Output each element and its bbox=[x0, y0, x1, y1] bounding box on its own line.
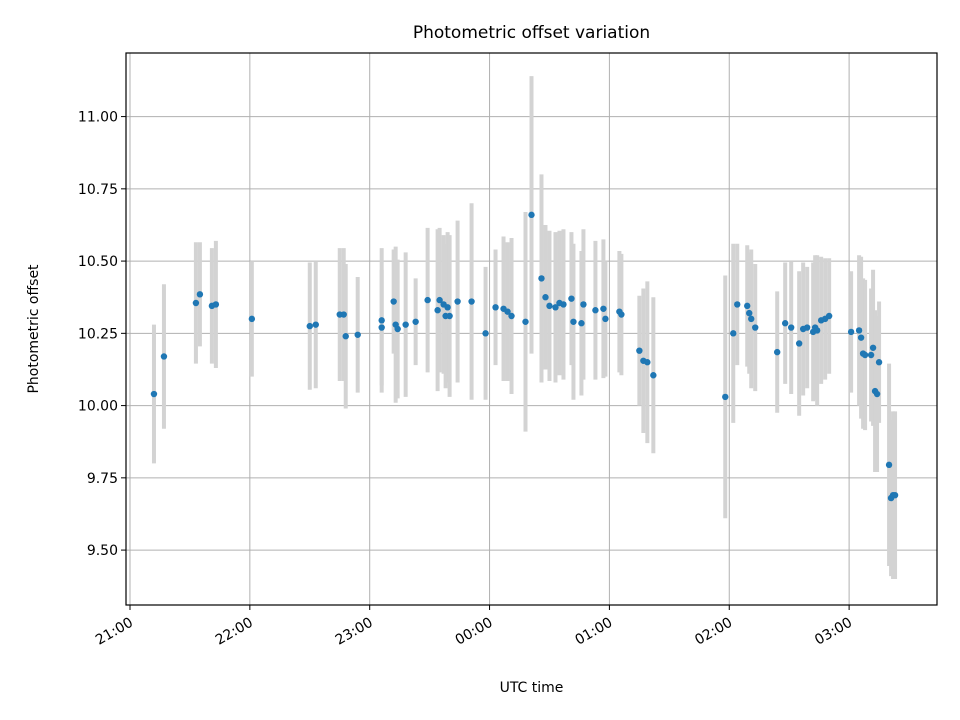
x-axis-ticks: 21:00 22:00 23:00 00:00 01:00 02:00 03:00 bbox=[93, 605, 855, 649]
data-point bbox=[773, 348, 781, 356]
data-point bbox=[602, 315, 609, 323]
data-point bbox=[434, 307, 441, 314]
x-tick-label: 01:00 bbox=[572, 615, 615, 649]
data-point bbox=[528, 211, 535, 219]
data-point bbox=[644, 359, 651, 366]
data-point bbox=[546, 302, 553, 310]
y-tick-label: 10.25 bbox=[78, 326, 118, 342]
data-point bbox=[378, 317, 385, 324]
data-point bbox=[813, 327, 821, 334]
data-point bbox=[795, 340, 803, 347]
data-point bbox=[150, 390, 158, 398]
data-point bbox=[378, 324, 385, 331]
y-tick-label: 10.50 bbox=[78, 254, 118, 270]
data-point bbox=[600, 305, 607, 312]
data-point bbox=[424, 296, 431, 304]
plot-frame bbox=[125, 52, 938, 606]
data-point bbox=[746, 309, 753, 317]
x-tick-label: 02:00 bbox=[692, 615, 735, 649]
data-point bbox=[482, 330, 489, 337]
data-point bbox=[312, 321, 319, 328]
data-point bbox=[394, 325, 401, 333]
data-point bbox=[867, 351, 875, 359]
data-point bbox=[444, 304, 451, 311]
data-point bbox=[196, 291, 204, 298]
data-point bbox=[748, 315, 755, 323]
data-point bbox=[752, 324, 759, 331]
data-point bbox=[538, 275, 545, 282]
data-point bbox=[825, 312, 833, 320]
data-point bbox=[402, 321, 409, 328]
y-axis-label: Photometric offset bbox=[26, 264, 42, 394]
data-point bbox=[446, 312, 453, 320]
data-point bbox=[744, 302, 751, 310]
data-point bbox=[885, 461, 893, 469]
data-point bbox=[504, 308, 511, 315]
data-point bbox=[522, 318, 529, 325]
data-point bbox=[618, 311, 625, 318]
chart-title: Photometric offset variation bbox=[413, 23, 650, 43]
x-tick-label: 21:00 bbox=[93, 615, 136, 649]
y-axis-ticks: 9.50 9.75 10.00 10.25 10.50 10.75 11.00 bbox=[78, 110, 126, 559]
data-point bbox=[160, 353, 168, 360]
data-point bbox=[855, 327, 863, 334]
data-point bbox=[730, 330, 737, 337]
data-point bbox=[192, 299, 200, 307]
data-point bbox=[787, 324, 795, 331]
data-point bbox=[734, 301, 741, 308]
data-point bbox=[306, 322, 313, 330]
x-axis-label: UTC time bbox=[500, 680, 564, 696]
data-point bbox=[560, 301, 567, 308]
y-tick-label: 9.75 bbox=[87, 471, 118, 487]
data-point bbox=[508, 312, 515, 320]
data-point bbox=[857, 334, 865, 341]
data-point bbox=[722, 393, 729, 401]
data-point bbox=[803, 324, 811, 331]
y-tick-label: 11.00 bbox=[78, 110, 118, 126]
data-points bbox=[150, 211, 899, 502]
data-point bbox=[578, 320, 585, 327]
data-point bbox=[636, 347, 643, 354]
x-tick-label: 03:00 bbox=[812, 615, 855, 649]
x-tick-label: 22:00 bbox=[213, 615, 256, 649]
data-point bbox=[492, 304, 499, 311]
y-tick-label: 10.75 bbox=[78, 182, 118, 198]
data-point bbox=[454, 298, 461, 305]
data-point bbox=[861, 351, 869, 359]
data-point bbox=[212, 301, 220, 308]
data-point bbox=[869, 344, 877, 351]
data-point bbox=[650, 372, 657, 379]
data-point bbox=[248, 315, 256, 323]
data-point bbox=[436, 296, 443, 304]
data-point bbox=[847, 328, 855, 336]
data-point bbox=[568, 295, 575, 302]
data-point bbox=[340, 311, 347, 318]
data-point bbox=[781, 320, 789, 327]
error-bars bbox=[151, 76, 898, 579]
data-point bbox=[570, 318, 577, 325]
data-point bbox=[354, 331, 361, 338]
data-point bbox=[873, 390, 881, 398]
x-tick-label: 23:00 bbox=[333, 615, 376, 649]
data-point bbox=[891, 491, 899, 499]
y-tick-label: 9.50 bbox=[87, 543, 118, 559]
data-point bbox=[342, 333, 349, 340]
data-point bbox=[542, 294, 549, 301]
data-point bbox=[552, 304, 559, 311]
data-point bbox=[468, 298, 475, 305]
y-tick-label: 10.00 bbox=[78, 399, 118, 415]
data-point bbox=[875, 359, 883, 366]
data-point bbox=[390, 298, 397, 305]
data-point bbox=[412, 318, 419, 325]
data-point bbox=[592, 307, 599, 314]
x-tick-label: 00:00 bbox=[453, 615, 496, 649]
data-point bbox=[580, 301, 587, 308]
